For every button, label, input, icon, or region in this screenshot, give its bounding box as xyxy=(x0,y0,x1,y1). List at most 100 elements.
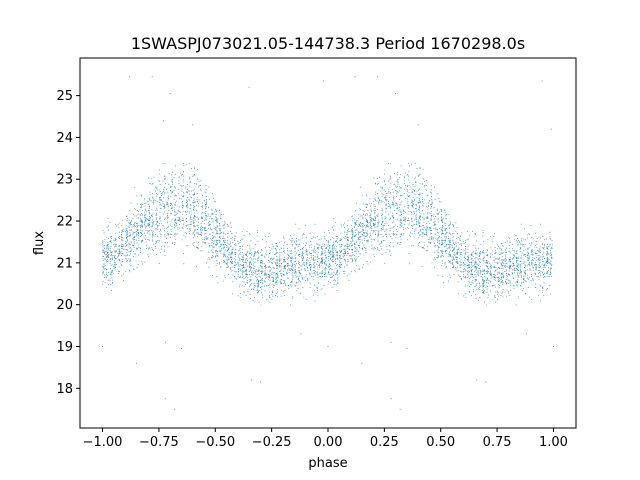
data-point xyxy=(248,271,250,272)
data-point xyxy=(418,225,420,227)
data-point xyxy=(291,284,293,286)
data-point xyxy=(295,270,297,272)
data-point xyxy=(465,264,467,265)
data-point xyxy=(284,258,286,260)
data-point xyxy=(501,265,503,267)
data-point xyxy=(427,212,429,214)
data-point xyxy=(183,171,184,173)
data-point xyxy=(402,213,404,215)
data-point xyxy=(411,245,413,247)
data-point xyxy=(177,210,179,212)
data-point xyxy=(149,216,151,218)
data-point xyxy=(140,247,142,249)
data-point xyxy=(474,265,476,267)
data-point xyxy=(449,247,451,248)
data-point xyxy=(463,265,465,267)
data-point xyxy=(491,254,493,256)
data-point xyxy=(463,274,465,276)
data-point xyxy=(538,273,539,275)
data-point xyxy=(233,257,235,259)
data-point xyxy=(456,270,458,272)
data-point xyxy=(163,249,165,251)
data-point xyxy=(461,244,462,246)
data-point xyxy=(440,201,442,203)
data-point xyxy=(211,232,213,233)
data-point xyxy=(323,285,325,286)
data-point xyxy=(355,234,357,236)
data-point xyxy=(414,193,416,195)
data-point xyxy=(526,269,528,271)
data-point xyxy=(238,250,240,252)
data-point xyxy=(494,275,496,277)
data-point xyxy=(347,247,349,249)
data-point xyxy=(407,174,409,176)
data-point xyxy=(346,252,348,254)
data-point xyxy=(494,291,496,293)
data-point xyxy=(329,268,330,270)
data-point xyxy=(284,266,286,268)
data-point xyxy=(130,247,131,249)
data-point xyxy=(107,252,109,254)
data-point xyxy=(194,219,196,221)
data-point xyxy=(406,186,408,187)
data-point xyxy=(249,263,251,265)
data-point xyxy=(450,239,452,241)
data-point xyxy=(164,227,166,229)
data-point xyxy=(546,238,547,240)
data-point xyxy=(505,259,507,261)
data-point xyxy=(204,218,206,220)
data-point xyxy=(126,230,128,232)
data-point xyxy=(164,218,165,220)
data-point xyxy=(386,246,388,248)
data-point xyxy=(454,258,456,260)
data-point xyxy=(128,251,130,253)
data-point xyxy=(160,197,161,199)
data-point xyxy=(140,213,142,215)
data-point xyxy=(215,218,217,220)
data-point xyxy=(467,245,469,247)
data-point xyxy=(470,274,472,276)
data-point xyxy=(359,241,361,243)
data-point xyxy=(333,229,335,231)
data-point xyxy=(153,199,155,201)
data-point xyxy=(523,254,525,256)
data-point xyxy=(414,163,416,165)
data-point xyxy=(299,273,301,275)
data-point xyxy=(531,243,533,245)
data-point xyxy=(118,245,120,247)
data-point xyxy=(425,229,427,231)
data-point xyxy=(493,279,495,281)
data-point xyxy=(286,258,288,260)
data-point xyxy=(284,265,286,267)
data-point xyxy=(437,246,439,248)
data-point xyxy=(509,256,511,258)
data-point xyxy=(156,217,157,219)
data-point xyxy=(419,188,421,190)
data-point xyxy=(205,196,207,198)
data-point xyxy=(325,267,327,268)
data-point xyxy=(281,275,283,277)
data-point xyxy=(419,215,421,217)
data-point xyxy=(444,251,446,253)
data-point xyxy=(542,294,544,296)
data-point xyxy=(412,203,414,205)
data-point xyxy=(164,192,166,193)
data-point xyxy=(315,271,316,272)
data-point xyxy=(528,259,529,261)
data-point xyxy=(437,232,439,233)
data-point xyxy=(313,267,315,269)
data-point xyxy=(200,206,202,207)
data-point xyxy=(444,263,446,265)
data-point xyxy=(430,218,432,220)
data-point xyxy=(504,265,506,267)
data-point xyxy=(202,221,204,223)
data-point xyxy=(347,236,349,238)
data-point xyxy=(253,255,255,256)
data-point xyxy=(354,219,355,221)
data-point xyxy=(224,233,226,235)
data-point xyxy=(538,266,540,268)
data-point xyxy=(252,267,254,269)
data-point xyxy=(136,239,138,241)
data-point xyxy=(208,266,210,268)
data-point xyxy=(509,268,511,270)
